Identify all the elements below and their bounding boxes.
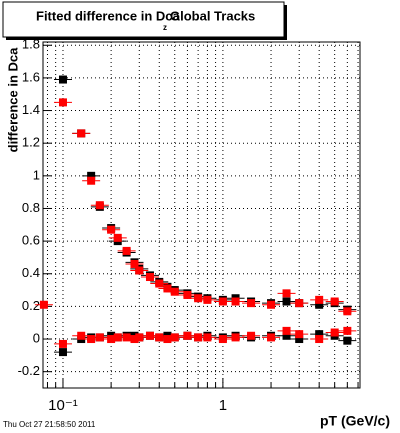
y-tick-label: 0.8: [22, 200, 40, 215]
marker: [203, 333, 212, 342]
marker: [218, 335, 227, 344]
marker: [315, 335, 324, 344]
marker: [203, 295, 212, 304]
marker: [170, 287, 179, 296]
marker: [130, 335, 139, 344]
title-subscript: z: [163, 23, 167, 32]
marker: [267, 300, 276, 309]
y-tick-label: 1.8: [22, 37, 40, 52]
marker: [155, 333, 164, 342]
marker: [107, 225, 116, 234]
marker: [343, 307, 352, 316]
marker: [39, 300, 48, 309]
marker: [315, 300, 324, 309]
y-tick-label: 0.2: [22, 298, 40, 313]
marker: [87, 176, 96, 185]
marker: [231, 297, 240, 306]
marker: [135, 266, 144, 275]
marker: [282, 297, 291, 306]
marker: [343, 336, 352, 345]
plot-frame: [42, 41, 361, 389]
marker: [58, 339, 67, 348]
y-tick-label: 1: [33, 167, 40, 182]
marker: [58, 75, 67, 84]
title-suffix: Global Tracks: [170, 8, 255, 23]
marker: [315, 295, 324, 304]
marker: [183, 290, 192, 299]
marker: [87, 171, 96, 180]
marker: [282, 326, 291, 335]
marker: [315, 330, 324, 339]
marker: [77, 331, 86, 340]
marker: [145, 331, 154, 340]
y-tick-label: 1.6: [22, 69, 40, 84]
marker: [122, 246, 131, 255]
marker: [95, 333, 104, 342]
title-box: [2, 1, 285, 38]
marker: [247, 299, 256, 308]
marker: [113, 233, 122, 242]
marker: [77, 129, 86, 138]
marker: [170, 333, 179, 342]
marker: [194, 333, 203, 342]
y-tick-label: 0.4: [22, 265, 40, 280]
y-tick-label: 1.4: [22, 102, 40, 117]
y-tick-label: 0.6: [22, 233, 40, 248]
marker: [183, 331, 192, 340]
marker: [155, 279, 164, 288]
x-axis-label: pT (GeV/c): [320, 413, 390, 429]
marker: [95, 201, 104, 210]
marker: [282, 289, 291, 298]
y-tick-label: 0: [33, 330, 40, 345]
marker: [267, 333, 276, 342]
marker: [330, 297, 339, 306]
marker: [231, 333, 240, 342]
marker: [330, 328, 339, 337]
y-tick-label: 1.2: [22, 135, 40, 150]
x-tick-label: 10⁻¹: [48, 397, 78, 414]
marker: [247, 331, 256, 340]
marker: [87, 335, 96, 344]
chart-title: Fitted difference in Dca: [36, 8, 181, 23]
marker: [145, 273, 154, 282]
marker: [194, 294, 203, 303]
marker: [58, 348, 67, 357]
footer: Thu Oct 27 21:58:50 2011: [3, 420, 96, 429]
marker: [295, 330, 304, 339]
marker: [107, 335, 116, 344]
marker: [343, 326, 352, 335]
x-tick-label: 1: [219, 397, 227, 414]
marker: [122, 333, 131, 342]
marker: [163, 284, 172, 293]
y-tick-label: -0.2: [18, 363, 40, 378]
marker: [163, 335, 172, 344]
y-axis-label: difference in Dca: [5, 47, 20, 153]
marker: [130, 259, 139, 268]
marker: [295, 335, 304, 344]
marker: [218, 297, 227, 306]
marker: [58, 98, 67, 107]
marker: [282, 331, 291, 340]
marker: [295, 299, 304, 308]
marker: [135, 333, 144, 342]
